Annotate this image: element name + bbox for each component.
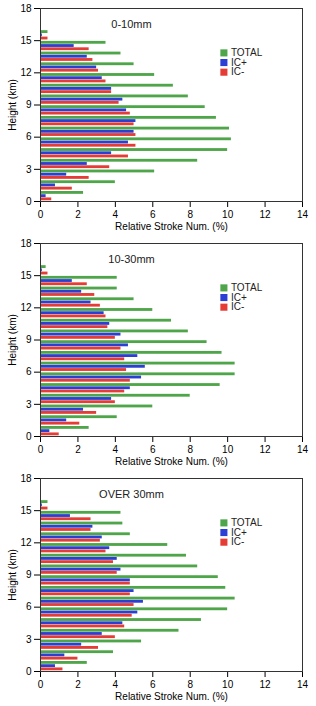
svg-text:10-30mm: 10-30mm <box>108 253 154 265</box>
svg-text:0: 0 <box>38 209 44 220</box>
svg-text:12: 12 <box>260 679 272 690</box>
svg-text:0: 0 <box>38 679 44 690</box>
svg-text:8: 8 <box>187 679 193 690</box>
svg-text:6: 6 <box>150 209 156 220</box>
svg-text:8: 8 <box>187 209 193 220</box>
svg-text:12: 12 <box>20 537 32 548</box>
svg-text:0: 0 <box>26 666 32 677</box>
svg-text:2: 2 <box>75 444 81 455</box>
svg-text:9: 9 <box>26 334 32 345</box>
svg-text:12: 12 <box>20 67 32 78</box>
svg-text:12: 12 <box>260 209 272 220</box>
svg-text:3: 3 <box>26 164 32 175</box>
svg-text:2: 2 <box>75 679 81 690</box>
svg-text:6: 6 <box>150 444 156 455</box>
svg-text:10: 10 <box>222 444 234 455</box>
svg-text:IC+: IC+ <box>230 526 247 538</box>
svg-text:6: 6 <box>26 601 32 612</box>
svg-text:0: 0 <box>26 196 32 207</box>
svg-text:9: 9 <box>26 99 32 110</box>
svg-text:IC+: IC+ <box>230 56 247 68</box>
svg-text:14: 14 <box>297 444 309 455</box>
svg-text:18: 18 <box>20 473 32 484</box>
svg-text:3: 3 <box>26 399 32 410</box>
svg-text:Height (km): Height (km) <box>7 79 18 131</box>
svg-text:14: 14 <box>297 209 309 220</box>
svg-text:Height (km): Height (km) <box>7 314 18 366</box>
svg-text:0: 0 <box>26 431 32 442</box>
svg-text:12: 12 <box>20 302 32 313</box>
svg-text:6: 6 <box>26 131 32 142</box>
svg-text:0: 0 <box>38 444 44 455</box>
svg-text:9: 9 <box>26 569 32 580</box>
svg-text:15: 15 <box>20 35 32 46</box>
svg-text:Height (km): Height (km) <box>7 549 18 601</box>
svg-text:IC-: IC- <box>231 301 244 312</box>
svg-text:15: 15 <box>20 270 32 281</box>
svg-text:4: 4 <box>113 679 119 690</box>
svg-text:TOTAL: TOTAL <box>230 282 263 294</box>
svg-text:Relative Stroke Num. (%): Relative Stroke Num. (%) <box>115 456 228 467</box>
svg-text:IC-: IC- <box>231 536 244 547</box>
svg-text:Relative Stroke Num. (%): Relative Stroke Num. (%) <box>115 221 228 232</box>
svg-text:18: 18 <box>20 3 32 14</box>
svg-text:TOTAL: TOTAL <box>230 517 263 529</box>
svg-text:14: 14 <box>297 679 309 690</box>
svg-text:OVER 30mm: OVER 30mm <box>99 488 164 500</box>
svg-text:IC-: IC- <box>231 66 244 77</box>
svg-text:12: 12 <box>260 444 272 455</box>
svg-text:TOTAL: TOTAL <box>230 47 263 59</box>
svg-text:15: 15 <box>20 505 32 516</box>
svg-text:IC+: IC+ <box>230 291 247 303</box>
svg-text:10: 10 <box>222 679 234 690</box>
svg-text:2: 2 <box>75 209 81 220</box>
svg-text:6: 6 <box>26 366 32 377</box>
svg-text:10: 10 <box>222 209 234 220</box>
svg-text:4: 4 <box>113 444 119 455</box>
svg-text:Relative Stroke Num. (%): Relative Stroke Num. (%) <box>115 691 228 702</box>
svg-text:6: 6 <box>150 679 156 690</box>
svg-text:0-10mm: 0-10mm <box>111 18 151 30</box>
svg-text:3: 3 <box>26 634 32 645</box>
svg-text:4: 4 <box>113 209 119 220</box>
svg-text:8: 8 <box>187 444 193 455</box>
svg-text:18: 18 <box>20 238 32 249</box>
